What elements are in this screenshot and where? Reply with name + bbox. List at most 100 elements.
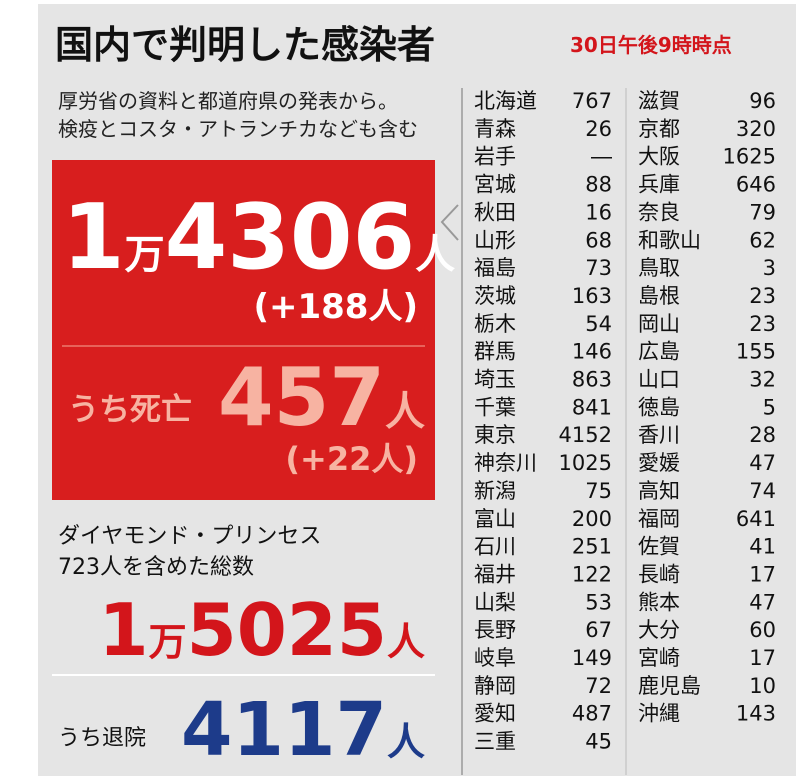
prefecture-count: 841: [572, 395, 612, 419]
prefecture-name: 島根: [638, 284, 680, 308]
prefecture-name: 奈良: [638, 200, 680, 224]
note-line: 厚労省の資料と都道府県の発表から。: [58, 89, 398, 113]
prefecture-name: 香川: [638, 423, 680, 447]
discharged-label: うち退院: [58, 726, 146, 751]
prefecture-name: 山梨: [474, 590, 516, 614]
prefecture-count: 143: [736, 702, 776, 726]
grand-man: 万: [149, 620, 187, 664]
discharged-value: 4117: [181, 687, 387, 773]
prefecture-name: 兵庫: [638, 173, 680, 197]
prefecture-count: 75: [585, 479, 612, 503]
grand-unit: 人: [387, 620, 425, 664]
deaths-number: 457人: [218, 351, 425, 444]
prefecture-name: 鹿児島: [638, 674, 701, 698]
prefecture-name: 青森: [474, 117, 516, 141]
prefecture-count: 62: [749, 228, 776, 252]
prefecture-name: 富山: [474, 507, 516, 531]
grand-lead: 1: [98, 588, 148, 672]
prefecture-count: 67: [585, 618, 612, 642]
prefecture-name: 北海道: [474, 89, 537, 113]
deaths-value: 457: [218, 351, 385, 444]
prefecture-name: 鳥取: [638, 256, 680, 280]
grand-rest: 5025: [187, 588, 387, 672]
discharged-unit: 人: [387, 720, 425, 764]
prefecture-count: 1625: [723, 145, 776, 169]
prefecture-name: 広島: [638, 340, 680, 364]
prefecture-name: 新潟: [474, 479, 516, 503]
deaths-change: (+22人): [285, 440, 418, 478]
prefecture-name: 高知: [638, 479, 680, 503]
prefecture-name: 栃木: [474, 312, 516, 336]
prefecture-count: 23: [749, 284, 776, 308]
prefecture-name: 三重: [474, 730, 516, 754]
prefecture-name: 福井: [474, 562, 516, 586]
prefecture-name: 東京: [474, 423, 516, 447]
prefecture-name: 愛媛: [638, 451, 680, 475]
prefecture-count: 28: [749, 423, 776, 447]
prefecture-count: 146: [572, 340, 612, 364]
prefecture-name: 静岡: [474, 674, 516, 698]
prefecture-name: 群馬: [474, 340, 516, 364]
prefecture-count: 646: [736, 173, 776, 197]
prefecture-count: 26: [585, 117, 612, 141]
prefecture-count: 5: [763, 395, 776, 419]
prefecture-count: 47: [749, 590, 776, 614]
prefecture-count: 54: [585, 312, 612, 336]
prefecture-count: 3: [763, 256, 776, 280]
prefecture-name: 長野: [474, 618, 516, 642]
prefecture-count: 74: [749, 479, 776, 503]
prefecture-count: 641: [736, 507, 776, 531]
prefecture-name: 岐阜: [474, 646, 516, 670]
prefecture-name: 和歌山: [638, 228, 701, 252]
prefecture-name: 岩手: [474, 145, 516, 169]
deaths-unit: 人: [385, 389, 425, 435]
prefecture-count: 767: [572, 89, 612, 113]
prefecture-table: 北海道 767 青森 26 岩手 ― 宮城 88 秋田 16 山形 68 福島 73 茨城 163 栃木 54 群馬…: [474, 89, 776, 754]
prefecture-name: 愛知: [474, 702, 516, 726]
prefecture-count: 88: [585, 173, 612, 197]
prefecture-count: 32: [749, 368, 776, 392]
prefecture-name: 福岡: [638, 507, 680, 531]
prefecture-count: 149: [572, 646, 612, 670]
total-lead: 1: [62, 185, 125, 290]
prefecture-count: 73: [585, 256, 612, 280]
prefecture-count: 68: [585, 228, 612, 252]
title: 国内で判明した感染者: [55, 23, 435, 67]
grand-number: 1万5025人: [98, 588, 425, 672]
bracket: [440, 204, 459, 241]
prefecture-count: 122: [572, 562, 612, 586]
prefecture-name: 大阪: [638, 145, 680, 169]
prefecture-count: 60: [749, 618, 776, 642]
total-box: [52, 160, 435, 500]
prefecture-count: 487: [572, 702, 612, 726]
timestamp: 30日午後9時時点: [570, 33, 732, 57]
prefecture-name: 沖縄: [638, 702, 680, 726]
prefecture-count: 251: [572, 535, 612, 559]
prefecture-count: 41: [749, 535, 776, 559]
grand-caption: 723人を含めた総数: [58, 555, 254, 580]
prefecture-name: 徳島: [638, 395, 680, 419]
prefecture-count: ―: [591, 145, 612, 169]
note-line: 検疫とコスタ・アトランチカなども含む: [58, 117, 418, 141]
deaths-label: うち死亡: [68, 392, 192, 428]
total-man: 万: [125, 232, 165, 278]
prefecture-count: 53: [585, 590, 612, 614]
prefecture-name: 佐賀: [638, 535, 680, 559]
prefecture-count: 863: [572, 368, 612, 392]
prefecture-name: 京都: [638, 117, 680, 141]
prefecture-name: 宮崎: [638, 646, 680, 670]
prefecture-count: 72: [585, 674, 612, 698]
total-rest: 4306: [165, 185, 416, 290]
prefecture-name: 千葉: [474, 395, 516, 419]
prefecture-name: 石川: [474, 535, 516, 559]
prefecture-count: 320: [736, 117, 776, 141]
prefecture-count: 155: [736, 340, 776, 364]
prefecture-name: 岡山: [638, 312, 680, 336]
prefecture-count: 96: [749, 89, 776, 113]
prefecture-name: 長崎: [638, 562, 680, 586]
prefecture-count: 163: [572, 284, 612, 308]
prefecture-count: 45: [585, 730, 612, 754]
total-number: 1万4306人: [62, 185, 455, 290]
prefecture-count: 10: [749, 674, 776, 698]
